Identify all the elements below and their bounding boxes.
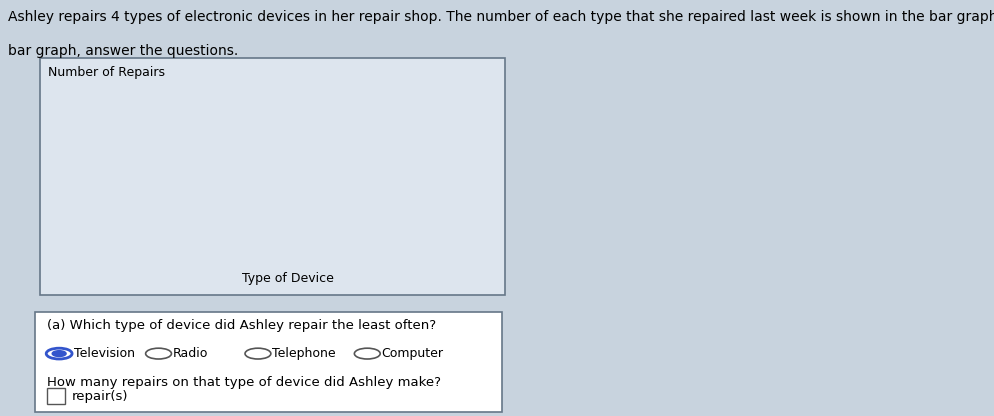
Bar (404, 180, 449, 266)
Bar (219, 122, 265, 266)
Text: Telephone: Telephone (272, 347, 336, 360)
Text: (a) Which type of device did Ashley repair the least often?: (a) Which type of device did Ashley repa… (47, 319, 435, 332)
Text: Computer: Computer (382, 347, 443, 360)
Text: bar graph, answer the questions.: bar graph, answer the questions. (8, 44, 239, 58)
Bar (127, 180, 173, 266)
Text: Number of Repairs: Number of Repairs (48, 66, 165, 79)
Text: How many repairs on that type of device did Ashley make?: How many repairs on that type of device … (47, 376, 440, 389)
Text: Ashley repairs 4 types of electronic devices in her repair shop. The number of e: Ashley repairs 4 types of electronic dev… (8, 10, 994, 25)
Text: Radio: Radio (173, 347, 209, 360)
Bar (311, 223, 358, 266)
Text: repair(s): repair(s) (72, 389, 128, 403)
Text: Type of Device: Type of Device (243, 272, 334, 285)
Text: Television: Television (74, 347, 134, 360)
